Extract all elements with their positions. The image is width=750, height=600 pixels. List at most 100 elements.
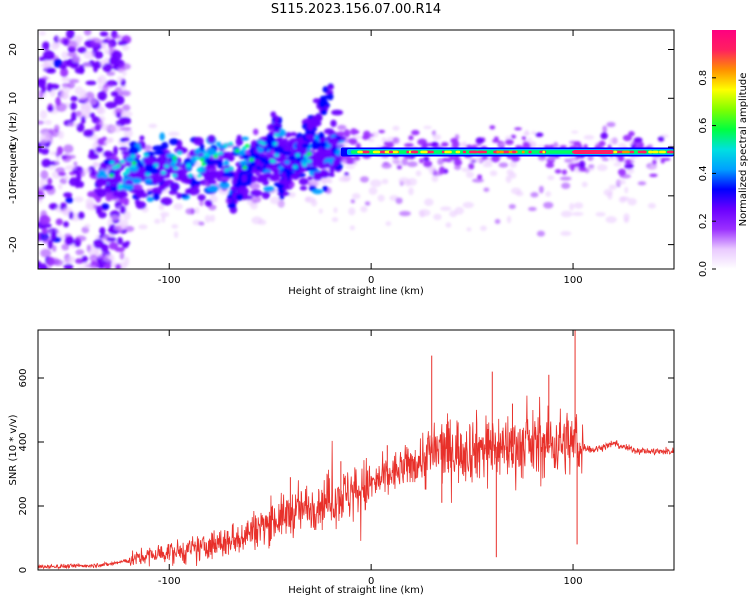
spectral-blob — [606, 121, 616, 128]
spectral-blob — [75, 235, 87, 242]
spectral-blob — [62, 154, 72, 163]
spectral-blob — [74, 86, 84, 96]
spectral-blob — [629, 141, 634, 145]
spectral-blob — [514, 127, 522, 131]
spectral-blob — [228, 197, 233, 204]
spectral-blob — [106, 237, 117, 242]
spectral-blob — [277, 202, 285, 207]
spectral-blob — [231, 177, 238, 186]
x-tick-label: 100 — [564, 576, 583, 587]
colorbar-gradient — [712, 30, 736, 269]
spectral-blob — [96, 189, 107, 198]
spectral-blob — [160, 211, 170, 218]
spectral-blob — [185, 163, 191, 168]
spectral-blob — [432, 168, 437, 176]
spectral-blob — [345, 155, 352, 161]
spectral-blob — [613, 162, 622, 167]
tone-stripe — [381, 150, 386, 154]
spectral-blob — [114, 164, 120, 169]
spectral-blob — [301, 147, 308, 152]
spectral-blob — [423, 156, 430, 162]
spectral-blob — [244, 143, 250, 148]
spectral-blob — [168, 189, 178, 195]
spectral-blob — [510, 187, 522, 195]
spectral-blob — [648, 166, 657, 171]
spectral-blob — [80, 115, 86, 125]
spectral-blob — [60, 67, 69, 78]
spectral-blob — [588, 164, 595, 169]
colorbar-tick-label: 0.6 — [698, 118, 709, 134]
spectral-blob — [123, 225, 135, 232]
spectral-blob — [82, 168, 92, 174]
spectral-blob — [652, 156, 662, 161]
spectral-blob — [56, 146, 63, 156]
spectral-blob — [101, 203, 110, 211]
tone-stripe — [357, 150, 363, 154]
spectral-blob — [66, 40, 79, 49]
spectral-blob — [528, 206, 537, 212]
spectral-blob — [312, 98, 321, 104]
spectral-blob — [161, 182, 170, 189]
spectral-blob — [353, 159, 358, 166]
spectral-blob — [61, 51, 69, 60]
spectral-blob — [280, 180, 289, 185]
spectral-blob — [109, 160, 115, 165]
tone-stripe — [420, 150, 428, 154]
spectral-blob — [222, 171, 235, 179]
spectral-blob — [277, 183, 285, 190]
spectral-blob — [55, 167, 66, 173]
spectral-blob — [348, 207, 356, 216]
spectral-blob — [58, 87, 70, 95]
spectral-blob — [108, 173, 114, 178]
spectral-blob — [223, 143, 229, 148]
spectral-blob — [73, 161, 78, 167]
spectral-blob — [172, 173, 178, 178]
spectral-blob — [392, 125, 400, 131]
spectral-blob — [44, 119, 52, 125]
spectral-blob — [419, 158, 424, 164]
spectral-blob — [431, 174, 439, 183]
colorbar-label: Normalized spectral amplitude — [738, 73, 749, 227]
spectral-blob — [270, 159, 276, 164]
spectral-blob — [249, 182, 261, 190]
y-tick-label: 0 — [8, 144, 19, 150]
spectral-blob — [381, 178, 389, 185]
spectral-blob — [130, 189, 141, 194]
spectral-blob — [39, 215, 51, 225]
spectral-blob — [40, 148, 50, 155]
spectral-blob — [89, 112, 96, 119]
spectral-blob — [76, 172, 82, 183]
y-tick-label: 10 — [8, 92, 19, 105]
spectral-blob — [270, 111, 277, 118]
spectral-blob — [462, 201, 474, 209]
spectral-blob — [350, 199, 356, 204]
tone-stripe — [498, 150, 504, 154]
spectral-blob — [258, 174, 266, 183]
spectral-blob — [50, 42, 60, 51]
spectral-blob — [96, 118, 104, 129]
spectral-blob — [385, 221, 392, 226]
spectral-blob — [153, 163, 159, 168]
spectral-blob — [236, 134, 242, 140]
spectral-blob — [73, 196, 84, 203]
colorbar-tick-label: 0.4 — [698, 165, 709, 181]
spectral-blob — [178, 164, 187, 169]
spectral-blob — [38, 120, 45, 125]
spectral-blob — [228, 141, 234, 146]
spectral-blob — [189, 149, 195, 157]
spectral-blob — [69, 102, 77, 111]
spectral-blob — [128, 146, 139, 155]
spectral-blob — [327, 85, 335, 90]
spectral-blob — [83, 262, 92, 268]
spectral-blob — [618, 196, 627, 203]
spectral-blob — [252, 128, 259, 136]
spectral-blob — [624, 162, 634, 170]
spectral-blob — [306, 159, 312, 164]
spectral-blob — [637, 181, 647, 186]
spectral-blob — [228, 166, 234, 171]
spectral-blob — [433, 213, 442, 221]
spectral-blob — [274, 153, 280, 158]
spectral-blob — [95, 195, 102, 203]
spectral-blob — [106, 71, 115, 76]
